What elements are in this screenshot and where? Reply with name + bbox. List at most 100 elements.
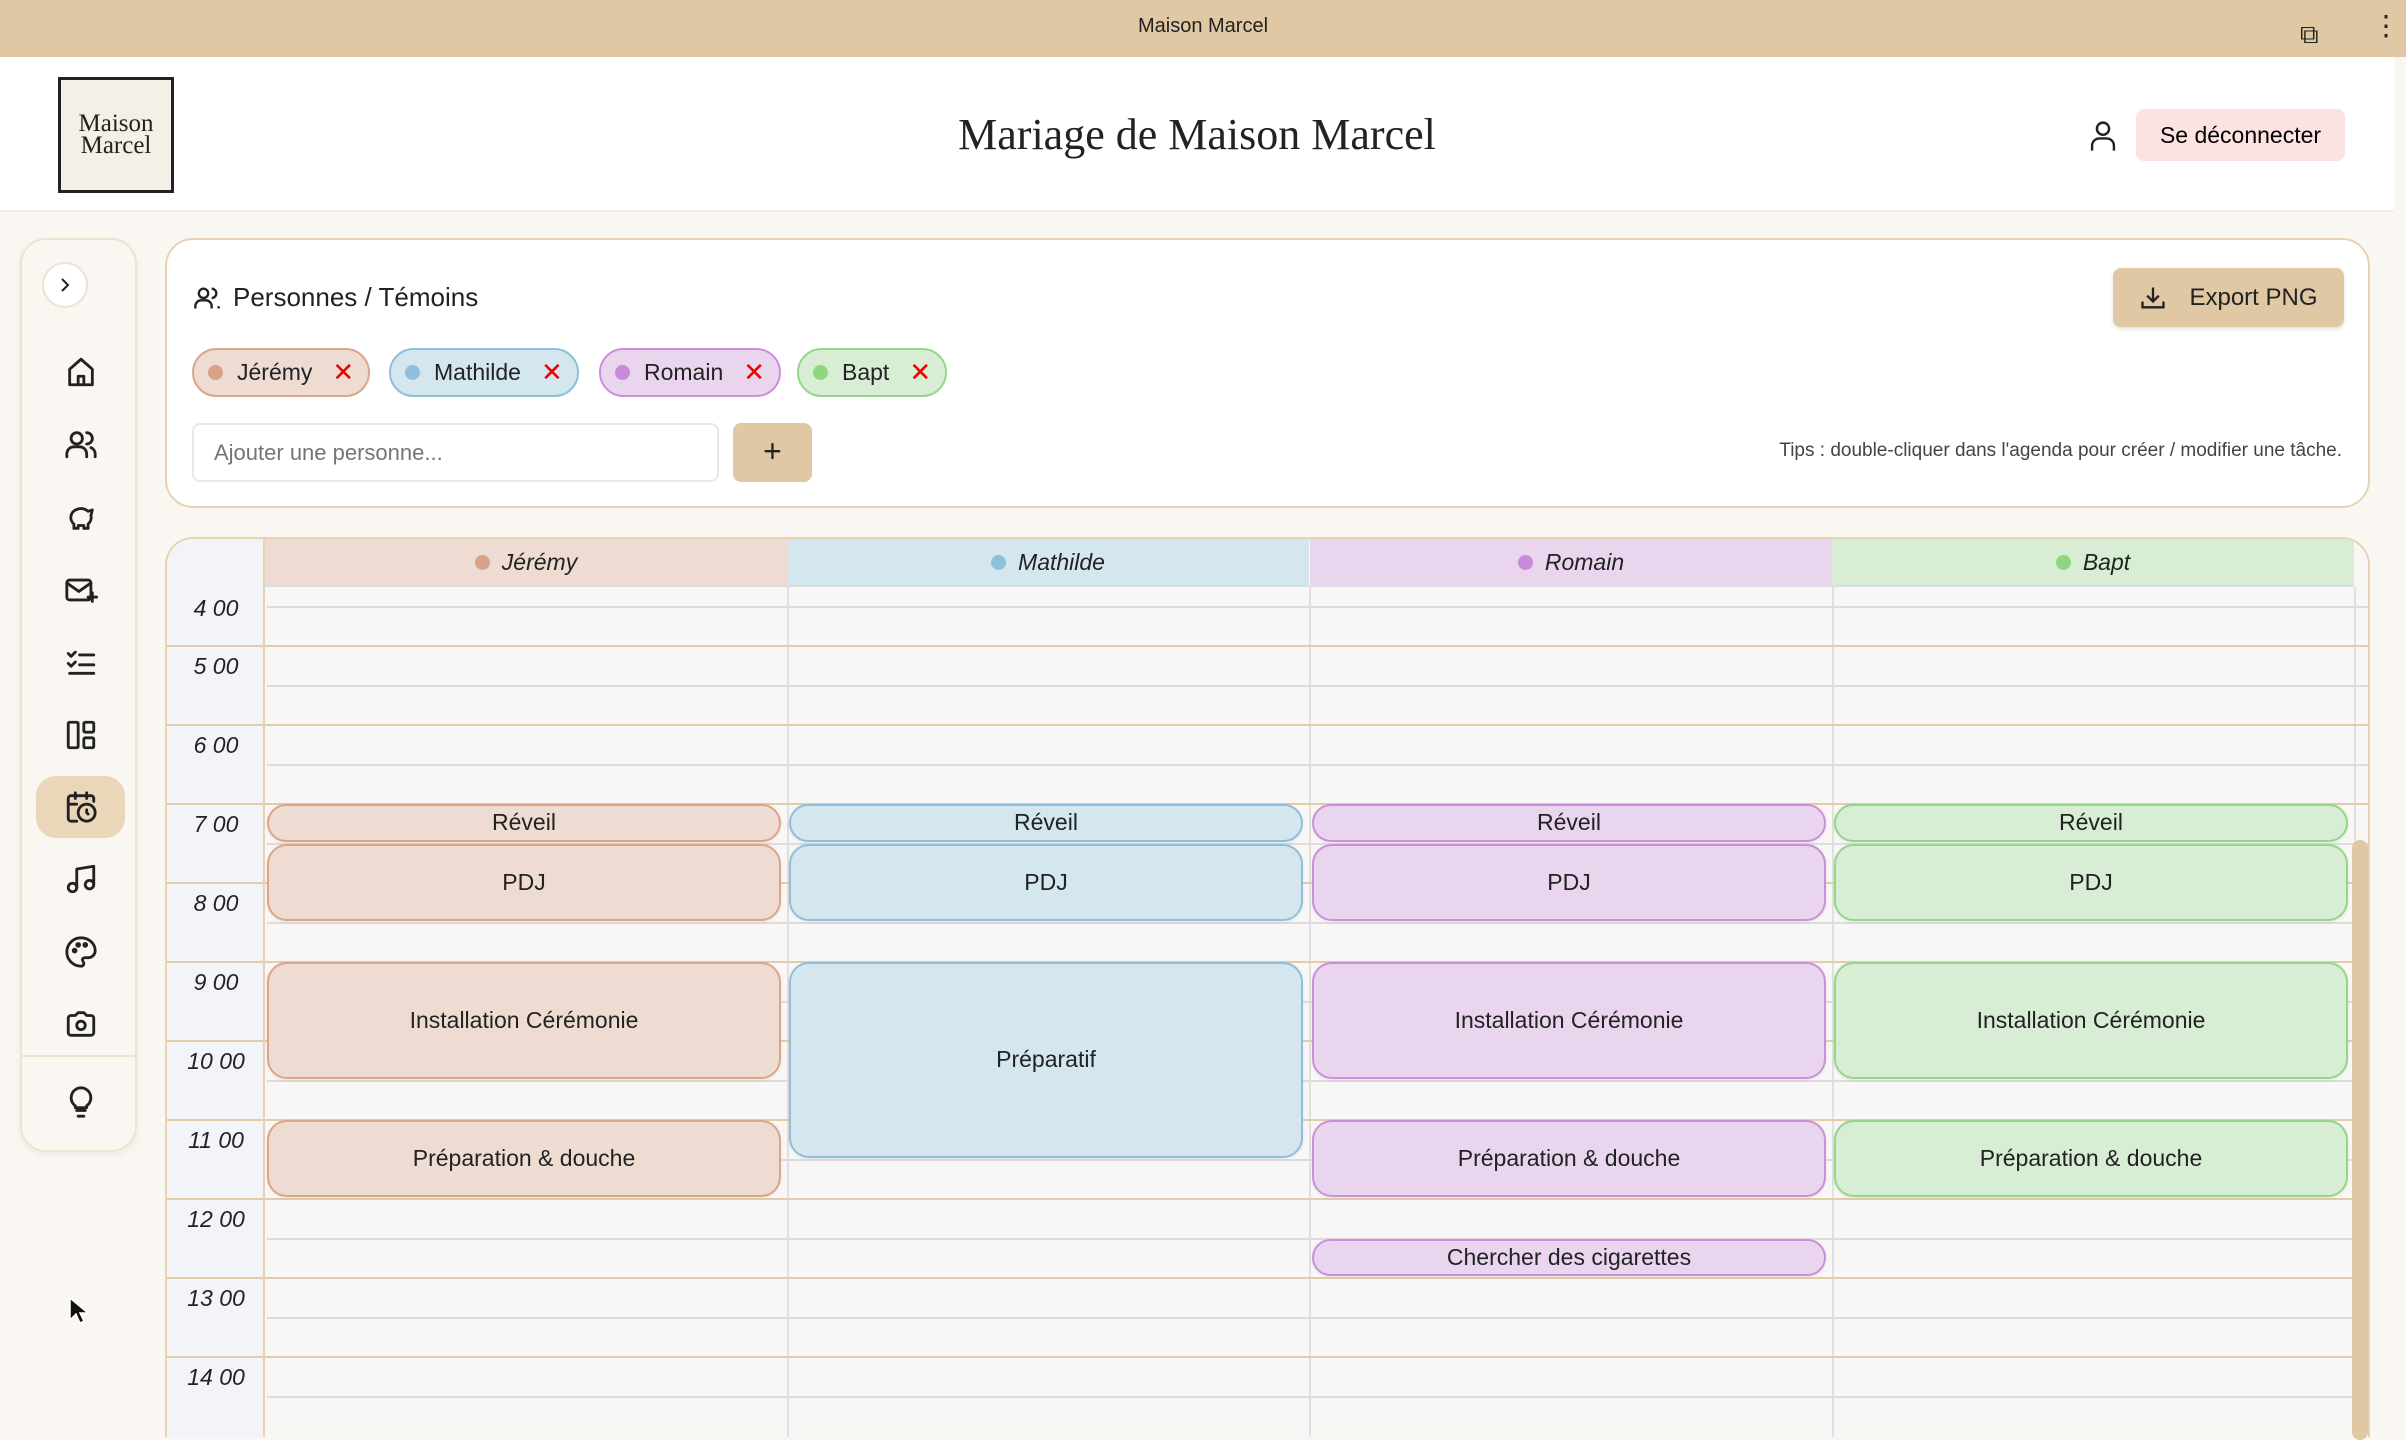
hour-line (167, 1356, 2368, 1358)
agenda-event[interactable]: Préparation & douche (1312, 1120, 1826, 1197)
hour-label: 7 00 (193, 811, 239, 837)
agenda-event[interactable]: Réveil (789, 804, 1303, 842)
tips-text: Tips : double-cliquer dans l'agenda pour… (1779, 440, 2342, 461)
export-label: Export PNG (2189, 283, 2318, 311)
mouse-cursor-icon (69, 1296, 90, 1325)
event-title: Chercher des cigarettes (1446, 1243, 1692, 1270)
sidebar-item-mail[interactable] (36, 559, 125, 621)
remove-person-icon[interactable]: ✕ (909, 357, 932, 387)
agenda-event[interactable]: Réveil (1312, 804, 1826, 842)
agenda-event[interactable]: Réveil (267, 804, 781, 842)
agenda-event[interactable]: Installation Cérémonie (1834, 962, 2348, 1079)
person-name: Mathilde (434, 359, 521, 385)
event-title: Préparation & douche (1979, 1145, 2203, 1171)
hour-label: 4 00 (193, 595, 239, 621)
remove-person-icon[interactable]: ✕ (743, 357, 766, 387)
event-title: Réveil (492, 809, 556, 836)
remove-person-icon[interactable]: ✕ (332, 357, 355, 387)
agenda-event[interactable]: Préparatif (789, 962, 1303, 1158)
chevron-right-icon (61, 278, 70, 292)
palette-icon (64, 936, 97, 968)
column-name: Jérémy (501, 548, 578, 575)
sidebar-item-budget[interactable] (36, 486, 125, 548)
people-panel: Personnes / Témoins Export PNG Jérémy ✕ Ma… (165, 238, 2370, 508)
agenda-event[interactable]: Installation Cérémonie (267, 962, 781, 1079)
column-divider (1309, 587, 1311, 1437)
sidebar-item-photos[interactable] (36, 993, 125, 1055)
sidebar-item-palette[interactable] (36, 921, 125, 983)
agenda[interactable]: 4 00 5 00 6 00 7 00 8 00 9 00 10 00 11 00 12 00 1… (165, 537, 2370, 1437)
sidebar-item-checklist[interactable] (36, 631, 125, 693)
hour-line (267, 763, 2368, 766)
sidebar-item-tips[interactable] (36, 1071, 125, 1133)
time-column-bg (167, 539, 265, 1437)
hour-label: 10 00 (187, 1048, 245, 1074)
download-icon (2141, 287, 2166, 308)
header: Maison Marcel Mariage de Maison Marcel S… (0, 57, 2394, 212)
hour-line (267, 842, 2368, 845)
hour-line (167, 645, 2368, 647)
export-png-button[interactable]: Export PNG (2113, 268, 2344, 327)
hour-label: 9 00 (193, 969, 239, 995)
scrollbar[interactable] (2352, 840, 2368, 1440)
add-person-button[interactable]: + (733, 423, 812, 482)
event-title: Réveil (1014, 809, 1078, 836)
event-title: PDJ (1024, 868, 1068, 895)
color-dot (405, 365, 420, 380)
person-chip: Romain ✕ (599, 348, 782, 397)
color-dot (991, 554, 1007, 570)
users-icon (64, 431, 97, 459)
agenda-event[interactable]: PDJ (1312, 843, 1826, 921)
hour-line (267, 1079, 2368, 1082)
sidebar-toggle-button[interactable] (42, 262, 88, 308)
home-icon (67, 357, 94, 387)
agenda-event[interactable]: Chercher des cigarettes (1312, 1238, 1826, 1276)
sidebar-item-calendar[interactable] (36, 776, 125, 838)
remove-person-icon[interactable]: ✕ (540, 357, 563, 387)
hour-label: 6 00 (193, 732, 239, 758)
layout-icon (66, 720, 95, 750)
sidebar-item-layout[interactable] (36, 704, 125, 766)
event-title: Installation Cérémonie (1976, 1006, 2206, 1033)
user-icon[interactable] (2088, 119, 2118, 153)
users-icon (194, 287, 220, 309)
extensions-icon[interactable]: ⧉ (2300, 19, 2319, 49)
column-header: Romain (1310, 539, 1832, 587)
hour-label: 13 00 (187, 1285, 245, 1311)
hour-line (267, 921, 2368, 924)
event-title: Installation Cérémonie (1454, 1006, 1684, 1033)
color-dot (474, 554, 490, 570)
hour-label: 14 00 (187, 1364, 245, 1390)
sidebar-item-people[interactable] (36, 413, 125, 475)
person-name: Romain (644, 359, 724, 385)
sidebar-item-music[interactable] (36, 848, 125, 910)
sidebar-divider (22, 1055, 135, 1057)
agenda-event[interactable]: Réveil (1834, 804, 2348, 842)
color-dot (813, 365, 828, 380)
color-dot (2055, 554, 2071, 570)
agenda-event[interactable]: Préparation & douche (267, 1120, 781, 1197)
sidebar-item-home[interactable] (36, 341, 125, 403)
hour-line (267, 684, 2368, 687)
logo[interactable]: Maison Marcel (58, 77, 174, 193)
person-chip: Jérémy ✕ (192, 348, 371, 397)
logout-button[interactable]: Se déconnecter (2136, 109, 2345, 161)
agenda-event[interactable]: Préparation & douche (1834, 1120, 2348, 1197)
agenda-event[interactable]: PDJ (1834, 843, 2348, 921)
calendar-clock-icon (66, 791, 97, 823)
more-menu-icon[interactable]: ⋮ (2372, 10, 2400, 41)
agenda-event[interactable]: Installation Cérémonie (1312, 962, 1826, 1079)
window-title: Maison Marcel (1137, 15, 1269, 37)
column-name: Bapt (2082, 548, 2131, 575)
column-header: Jérémy (265, 539, 787, 587)
column-divider (787, 587, 789, 1437)
add-person-input[interactable] (192, 423, 719, 482)
column-divider (1832, 587, 1834, 1437)
agenda-event[interactable]: PDJ (789, 843, 1303, 921)
hour-line (267, 1237, 2368, 1240)
hour-line (267, 1395, 2368, 1398)
agenda-event[interactable]: PDJ (267, 843, 781, 921)
column-header: Bapt (1832, 539, 2354, 587)
color-dot (1517, 554, 1533, 570)
event-title: Installation Cérémonie (409, 1006, 639, 1033)
